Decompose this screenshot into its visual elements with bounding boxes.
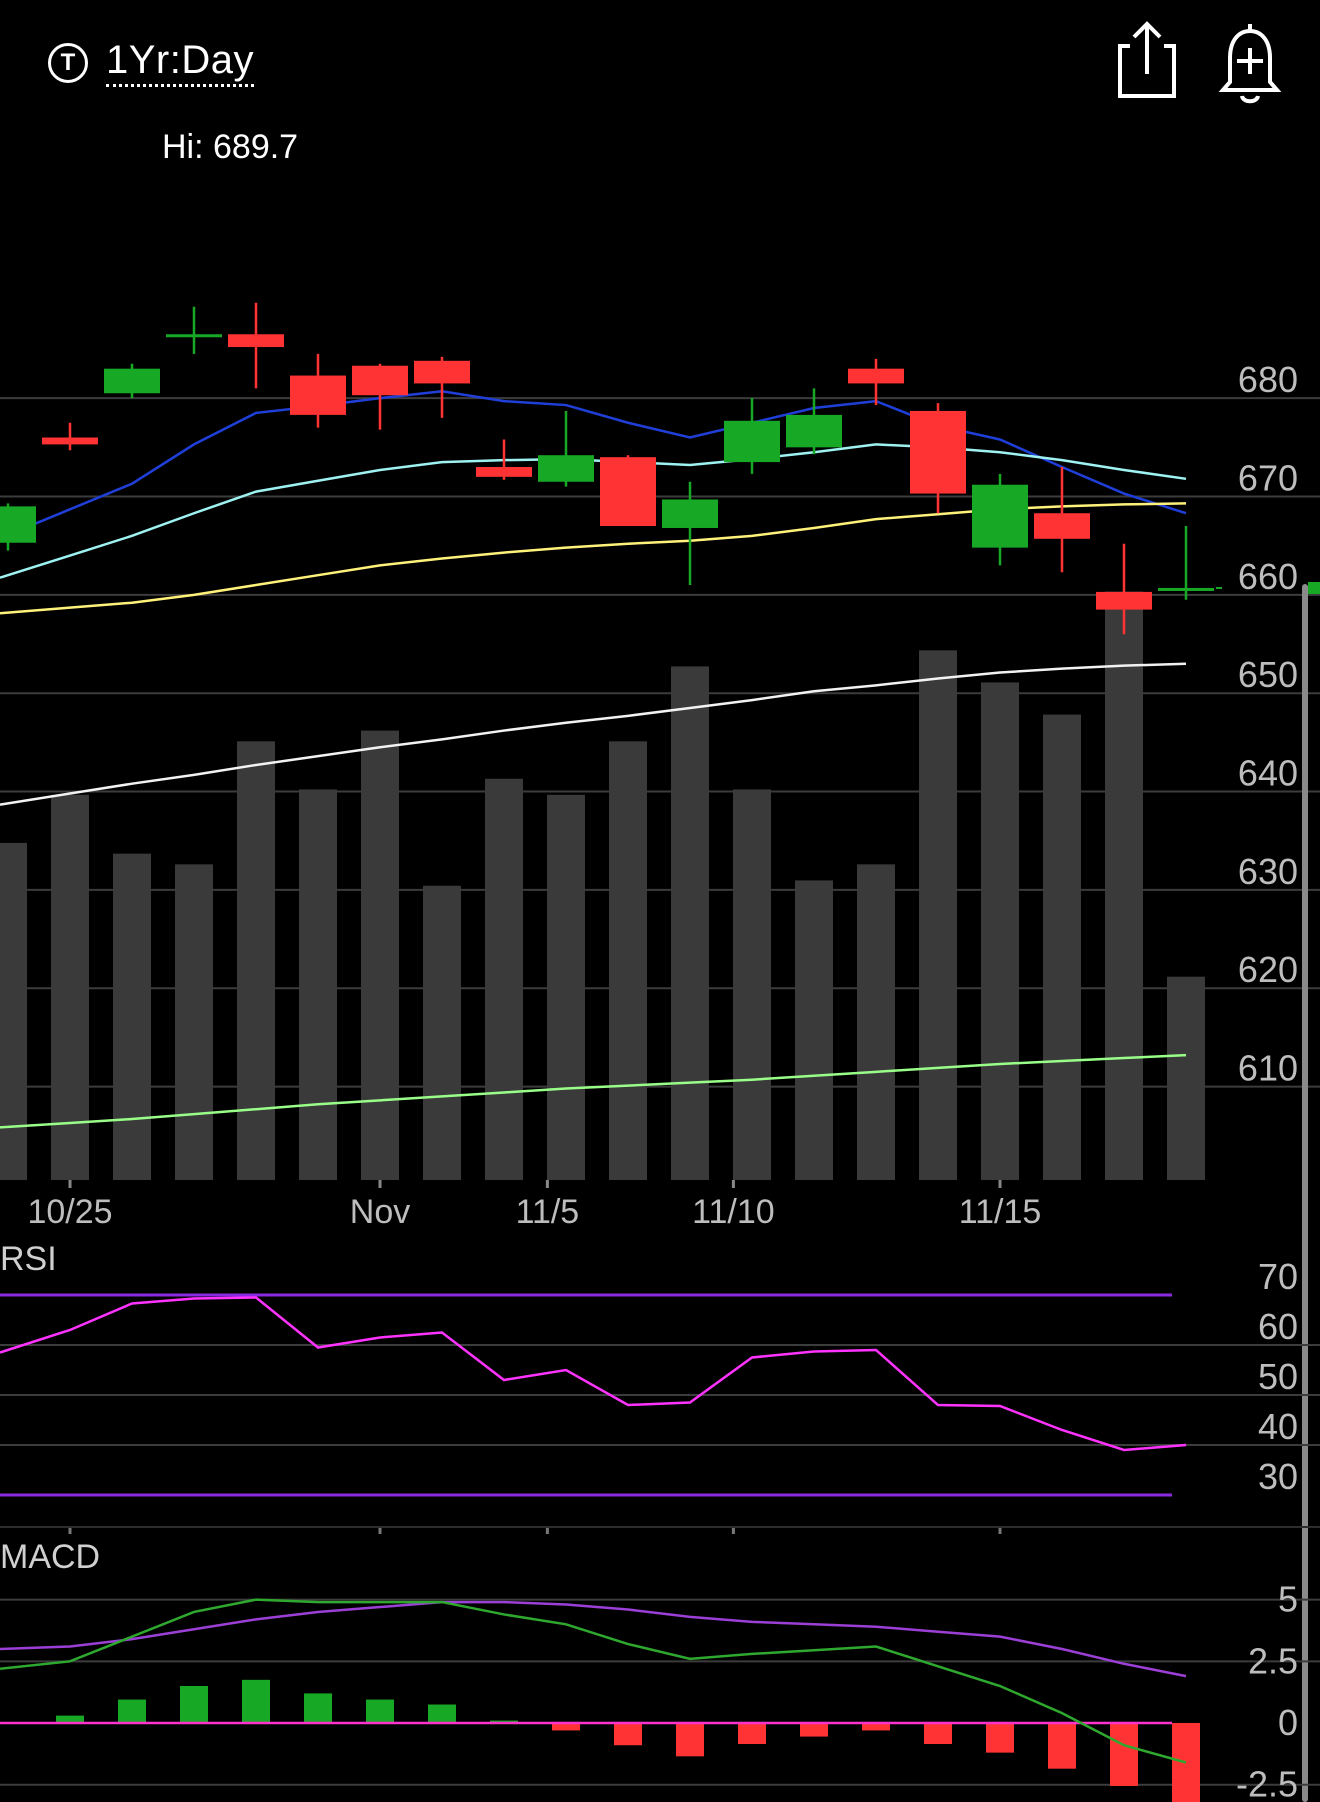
macd-histogram-bar xyxy=(180,1686,208,1724)
candle-body xyxy=(228,334,284,348)
macd-histogram-bar xyxy=(986,1723,1014,1753)
high-annotation: Hi: 689.7 xyxy=(162,128,299,166)
macd-histogram-bar xyxy=(800,1723,828,1737)
price-tick-label: 640 xyxy=(1238,753,1298,794)
add-alert-bell-icon[interactable] xyxy=(1215,18,1285,108)
volume-bar xyxy=(795,880,833,1180)
rsi-title: RSI xyxy=(0,1240,57,1278)
candle-body xyxy=(352,365,408,396)
volume-bar xyxy=(1167,976,1205,1180)
candle-body xyxy=(848,368,904,384)
candle-body xyxy=(724,420,780,463)
moving-average-line xyxy=(0,662,1187,806)
range-selector[interactable]: T 1Yr:Day xyxy=(48,38,254,87)
macd-histogram-bar xyxy=(1110,1723,1138,1786)
candle-body xyxy=(0,506,36,543)
volume-bar xyxy=(671,666,709,1180)
volume-bar xyxy=(361,730,399,1180)
volume-bar xyxy=(51,794,89,1180)
candle-body xyxy=(1158,587,1214,591)
date-tick-label: 11/5 xyxy=(516,1193,580,1231)
candle-body xyxy=(786,414,842,448)
candle-body xyxy=(600,457,656,527)
price-tick-label: 680 xyxy=(1238,359,1298,400)
macd-tick-label: -2.5 xyxy=(1236,1764,1298,1802)
price-tick-label: 630 xyxy=(1238,851,1298,892)
volume-bar xyxy=(423,885,461,1180)
rsi-line xyxy=(0,1296,1187,1452)
macd-histogram-bar xyxy=(614,1723,642,1746)
candle-body xyxy=(1034,513,1090,539)
macd-tick-label: 5 xyxy=(1278,1579,1298,1620)
volume-bar xyxy=(733,789,771,1180)
last-price-marker xyxy=(1308,581,1320,594)
macd-tick-label: 2.5 xyxy=(1248,1640,1298,1681)
candle-body xyxy=(910,410,966,494)
rsi-tick-label: 50 xyxy=(1258,1356,1298,1397)
macd-histogram-bar xyxy=(676,1723,704,1757)
macd-histogram-bar xyxy=(738,1723,766,1744)
volume-bar xyxy=(1043,714,1081,1180)
price-tick-label: 610 xyxy=(1238,1048,1298,1089)
timeframe-t-icon: T xyxy=(48,42,88,83)
candle-body xyxy=(104,368,160,394)
price-tick-label: 650 xyxy=(1238,654,1298,695)
date-tick-label: 11/10 xyxy=(692,1193,775,1231)
macd-histogram-bar xyxy=(862,1723,890,1731)
macd-histogram-bar xyxy=(304,1693,332,1724)
share-icon[interactable] xyxy=(1112,18,1182,108)
date-tick-label: Nov xyxy=(350,1193,410,1231)
moving-average-line xyxy=(0,443,1187,579)
price-tick-label: 620 xyxy=(1238,949,1298,990)
macd-histogram-bar xyxy=(242,1679,270,1724)
candle-body xyxy=(972,484,1028,548)
chart-header: T 1Yr:Day xyxy=(0,0,1320,120)
volume-bar xyxy=(485,778,523,1180)
price-tick-label: 660 xyxy=(1238,556,1298,597)
volume-bar xyxy=(919,650,957,1180)
volume-bar xyxy=(609,741,647,1180)
macd-histogram-bar xyxy=(56,1715,84,1724)
volume-bar xyxy=(1105,591,1143,1180)
candle-body xyxy=(42,437,98,445)
range-label[interactable]: 1Yr:Day xyxy=(106,38,254,87)
scrollbar xyxy=(1302,584,1308,1802)
candle-body xyxy=(1096,591,1152,610)
candle-body xyxy=(166,334,222,338)
rsi-tick-label: 70 xyxy=(1258,1256,1298,1297)
volume-bar xyxy=(299,789,337,1180)
moving-average-line xyxy=(0,390,1187,540)
volume-bar xyxy=(175,864,213,1180)
macd-title: MACD xyxy=(0,1538,100,1576)
macd-histogram-bar xyxy=(924,1723,952,1744)
moving-average-line xyxy=(0,1053,1187,1129)
volume-bar xyxy=(0,842,27,1180)
volume-bar xyxy=(547,794,585,1180)
macd-line xyxy=(0,1598,1187,1764)
macd-histogram-bar xyxy=(366,1699,394,1724)
candle-body xyxy=(662,499,718,528)
rsi-tick-label: 40 xyxy=(1258,1406,1298,1447)
macd-histogram-bar xyxy=(552,1723,580,1731)
volume-bar xyxy=(981,682,1019,1180)
rsi-tick-label: 60 xyxy=(1258,1306,1298,1347)
macd-signal-line xyxy=(0,1600,1187,1678)
volume-bar xyxy=(237,741,275,1180)
macd-histogram-bar xyxy=(1048,1723,1076,1769)
rsi-tick-label: 30 xyxy=(1258,1456,1298,1497)
macd-histogram-bar xyxy=(428,1704,456,1724)
candle-body xyxy=(476,467,532,477)
candle-body xyxy=(290,375,346,415)
candle-body xyxy=(538,455,594,482)
macd-tick-label: 0 xyxy=(1278,1702,1298,1743)
price-tick-label: 670 xyxy=(1238,458,1298,499)
volume-bar xyxy=(857,864,895,1180)
date-tick-label: 11/15 xyxy=(959,1193,1042,1231)
macd-histogram-bar xyxy=(118,1699,146,1724)
date-tick-label: 10/25 xyxy=(27,1193,112,1231)
volume-bar xyxy=(113,853,151,1180)
candle-body xyxy=(414,360,470,384)
